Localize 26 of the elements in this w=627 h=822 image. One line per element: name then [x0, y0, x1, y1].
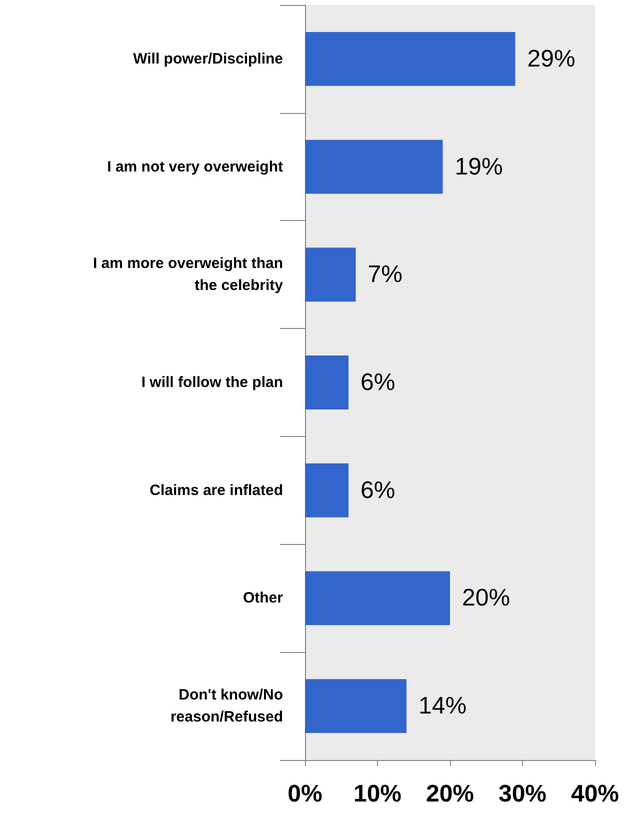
y-tick-label: Don't know/No reason/Refused: [170, 686, 283, 726]
x-tick-label: 20%: [426, 780, 474, 808]
x-tick-label: 0%: [288, 780, 322, 808]
data-label: 7%: [368, 261, 402, 288]
bar: [305, 571, 450, 626]
y-tick-label: Will power/Discipline: [133, 50, 283, 68]
bar: [305, 463, 348, 518]
bar: [305, 140, 443, 194]
y-tick-label: I am more overweight than the celebrity: [92, 255, 284, 294]
bar: [305, 356, 348, 410]
x-tick-label: 30%: [498, 780, 547, 808]
y-tick-label: Other: [242, 590, 284, 607]
data-label: 6%: [360, 369, 396, 396]
y-tick-label: Claims are inflated: [150, 482, 283, 499]
data-label: 20%: [462, 584, 510, 612]
bar: [305, 32, 516, 86]
bar: [305, 679, 406, 734]
x-tick-label: 40%: [570, 780, 620, 808]
data-label: 29%: [527, 45, 576, 72]
y-tick-label: I will follow the plan: [141, 374, 283, 391]
x-tick-label: 10%: [353, 780, 402, 808]
data-label: 19%: [454, 153, 503, 180]
y-tick-label: I am not very overweight: [107, 158, 283, 176]
data-label: 6%: [360, 476, 396, 504]
data-label: 14%: [418, 692, 467, 720]
bar: [305, 248, 356, 302]
